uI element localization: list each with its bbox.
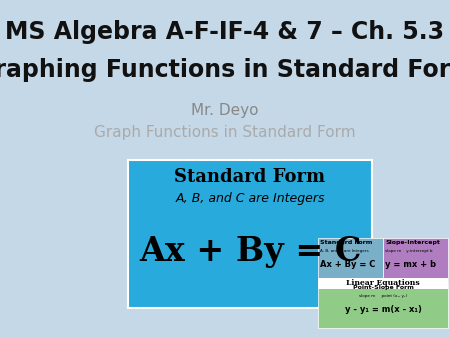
FancyBboxPatch shape [318, 238, 383, 283]
Text: y = mx + b: y = mx + b [385, 260, 436, 269]
Text: Ax + By = C: Ax + By = C [139, 235, 361, 268]
Text: Standard Form: Standard Form [320, 240, 373, 245]
Text: A, B, and C are Integers: A, B, and C are Integers [320, 249, 369, 253]
Text: Ax + By = C: Ax + By = C [320, 260, 375, 269]
Text: slope m    y-intercept b: slope m y-intercept b [385, 249, 432, 253]
Text: Graphing Functions in Standard Form: Graphing Functions in Standard Form [0, 58, 450, 82]
FancyBboxPatch shape [318, 277, 448, 289]
Text: Graph Functions in Standard Form: Graph Functions in Standard Form [94, 125, 356, 140]
Text: A, B, and C are Integers: A, B, and C are Integers [175, 192, 325, 205]
Text: Standard Form: Standard Form [175, 168, 325, 186]
Text: MS Algebra A-F-IF-4 & 7 – Ch. 5.3: MS Algebra A-F-IF-4 & 7 – Ch. 5.3 [5, 20, 445, 44]
Text: slope m     point (x₁, y₁): slope m point (x₁, y₁) [359, 294, 407, 298]
Text: Mr. Deyo: Mr. Deyo [191, 103, 259, 118]
FancyBboxPatch shape [318, 283, 448, 328]
Text: y - y₁ = m(x - x₁): y - y₁ = m(x - x₁) [345, 305, 422, 314]
FancyBboxPatch shape [128, 160, 372, 308]
Text: Point-Slope Form: Point-Slope Form [352, 285, 414, 290]
FancyBboxPatch shape [383, 238, 448, 283]
Text: Slope-Intercept: Slope-Intercept [385, 240, 440, 245]
Text: Linear Equations: Linear Equations [346, 279, 420, 287]
